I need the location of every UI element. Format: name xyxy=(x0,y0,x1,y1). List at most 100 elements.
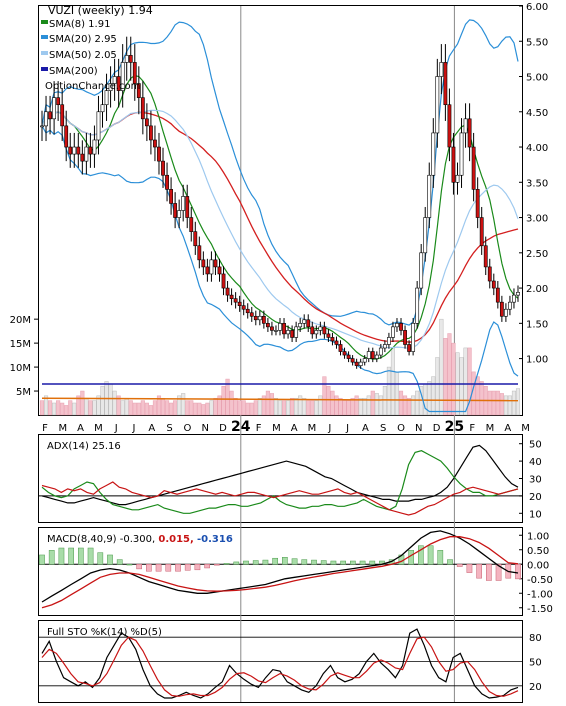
macd-tick-label: -1.50 xyxy=(527,604,553,615)
candle-body xyxy=(249,312,254,317)
candle-body xyxy=(136,83,141,98)
candle-body xyxy=(403,330,407,345)
volume-bar xyxy=(253,400,258,416)
candle-body xyxy=(471,146,476,190)
bollinger-lower xyxy=(41,125,519,413)
x-tick-label: A xyxy=(77,423,84,434)
candle-body xyxy=(455,174,460,183)
volume-bar xyxy=(407,397,412,416)
volume-bar xyxy=(193,402,198,416)
candle-body xyxy=(495,287,500,303)
candle-body xyxy=(213,259,218,268)
candle-body xyxy=(443,62,448,106)
macd-tick-label: -0.50 xyxy=(527,575,553,586)
volume-bar xyxy=(201,404,206,416)
volume-bar xyxy=(169,402,174,416)
macd-title-main: MACD(8,40,9) -0.300, xyxy=(47,534,155,545)
candle-body xyxy=(237,301,242,306)
candle-body xyxy=(322,326,327,335)
legend-sma20: SMA(20) 2.95 xyxy=(49,34,117,45)
volume-bar xyxy=(173,400,178,416)
candle-body xyxy=(197,245,202,261)
volume-bar xyxy=(350,397,355,416)
volume-bar xyxy=(398,390,404,416)
x-tick-label: J xyxy=(327,423,331,434)
macd-histogram-bar xyxy=(146,564,152,572)
candle-body xyxy=(286,330,290,335)
legend-sma50: SMA(50) 2.05 xyxy=(49,50,117,61)
volume-bar xyxy=(60,402,65,416)
volume-bar xyxy=(358,397,363,416)
macd-title: MACD(8,40,9) -0.300, 0.015, -0.316 xyxy=(47,534,233,545)
candle-body xyxy=(157,146,161,162)
candle-body xyxy=(270,326,274,331)
volume-bar xyxy=(152,400,157,416)
legend-swatch-sma50 xyxy=(41,51,48,55)
candle-body xyxy=(447,104,452,148)
adx-tick-label: 10 xyxy=(529,509,542,520)
macd-histogram-bar xyxy=(136,564,142,570)
volume-bar xyxy=(346,400,351,416)
candle-body xyxy=(387,337,391,345)
candle-body xyxy=(370,351,375,359)
volume-tick-label: 15M xyxy=(10,339,31,350)
volume-bar xyxy=(366,395,371,416)
candle-body xyxy=(149,125,153,141)
stochastic-title: Full STO %K(14) %D(5) xyxy=(47,627,162,638)
candle-body xyxy=(439,62,444,77)
volume-bar xyxy=(511,390,517,416)
x-tick-label: F xyxy=(469,423,475,434)
price-tick-label: 4.50 xyxy=(526,108,548,119)
volume-bar xyxy=(495,390,500,416)
volume-bar xyxy=(386,366,391,416)
candle-body xyxy=(177,210,182,218)
candle-body xyxy=(382,344,387,349)
candle-body xyxy=(362,358,367,363)
candle-body xyxy=(161,160,165,176)
volume-bar xyxy=(245,402,250,416)
candle-body xyxy=(427,174,432,218)
candle-body xyxy=(407,344,411,352)
price-tick-label: 6.00 xyxy=(526,2,548,13)
legend-swatch-sma20 xyxy=(41,35,48,39)
price-tick-label: 3.50 xyxy=(526,178,548,189)
volume-bar xyxy=(257,397,262,416)
candle-body xyxy=(40,125,44,128)
x-tick-label: S xyxy=(166,423,172,434)
volume-bar xyxy=(124,397,129,416)
volume-bar xyxy=(96,395,101,416)
macd-histogram-bar xyxy=(48,550,55,565)
candle-body xyxy=(326,333,331,338)
volume-bar xyxy=(92,400,97,416)
candle-body xyxy=(60,104,65,127)
candle-body xyxy=(274,330,278,332)
candle-body xyxy=(338,344,343,352)
volume-bar xyxy=(491,390,496,416)
price-tick-label: 2.00 xyxy=(526,284,548,295)
candle-body xyxy=(374,354,379,359)
macd-histogram-bar xyxy=(58,547,65,565)
macd-histogram-bar xyxy=(87,547,94,565)
candle-body xyxy=(257,315,262,321)
candle-body xyxy=(459,132,464,176)
adx-tick-label: 50 xyxy=(529,440,542,451)
x-tick-label: S xyxy=(380,423,386,434)
candle-body xyxy=(298,323,303,328)
volume-bar xyxy=(286,400,291,416)
volume-bar xyxy=(487,390,492,416)
adx-series-line xyxy=(41,450,519,514)
volume-bar xyxy=(237,400,242,416)
candle-body xyxy=(512,294,516,303)
candle-body xyxy=(225,287,230,296)
macd-title-blue: -0.316 xyxy=(197,534,233,545)
macd-histogram-bar xyxy=(330,560,337,565)
macd-histogram-bar xyxy=(97,552,104,565)
candle-body xyxy=(52,97,57,120)
volume-bar xyxy=(181,393,186,416)
x-tick-label: M xyxy=(272,423,281,434)
macd-histogram-bar xyxy=(126,564,133,566)
volume-bar xyxy=(68,400,73,416)
candle-body xyxy=(334,340,339,345)
volume-bar xyxy=(431,376,436,416)
candle-body xyxy=(290,330,295,338)
